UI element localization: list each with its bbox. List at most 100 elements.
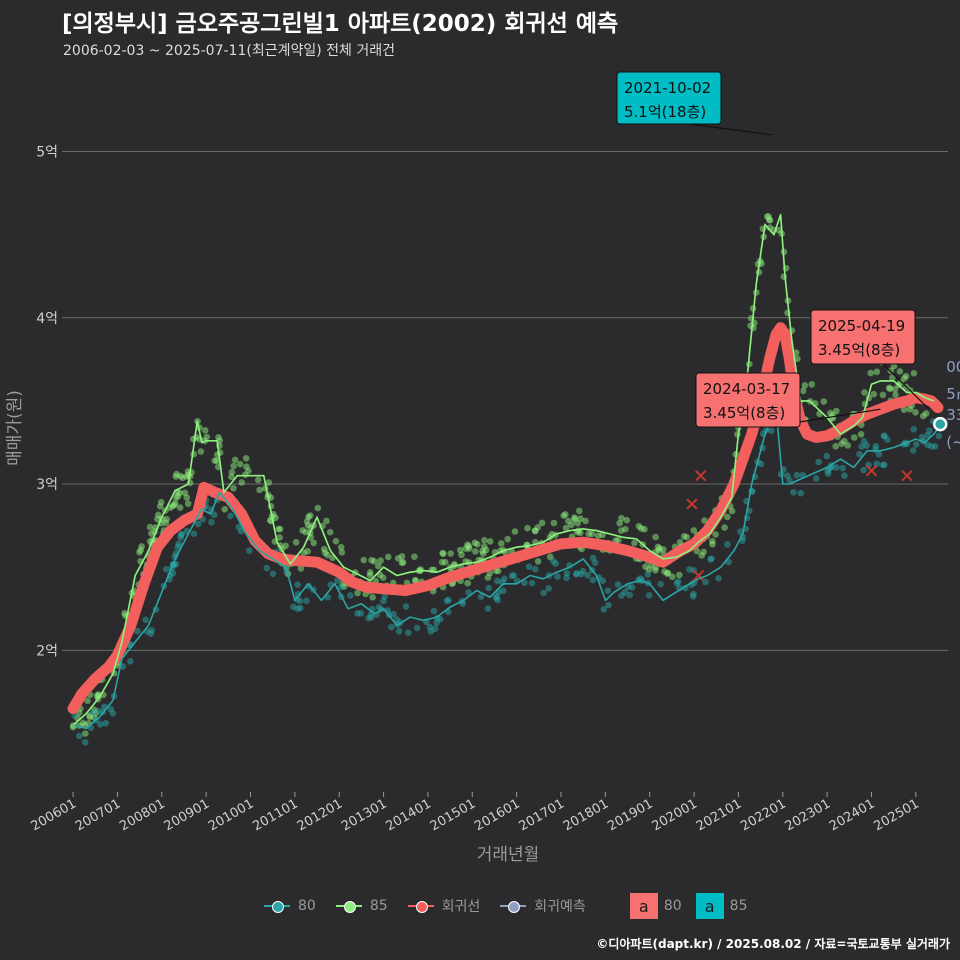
scatter-point [210, 511, 218, 519]
scatter-point [824, 467, 831, 475]
cancelled-marker [901, 470, 913, 482]
scatter-point [563, 570, 571, 577]
scatter-point [337, 543, 345, 551]
x-tick-label: 201301 [339, 796, 389, 834]
legend-item-80: 80 [262, 896, 316, 916]
scatter-point [297, 565, 305, 572]
scatter-point [540, 589, 547, 597]
forecast-value: 33,575 [946, 406, 960, 424]
scatter-point [413, 624, 421, 632]
x-tick-label: 200901 [162, 796, 212, 834]
scatter-point [157, 498, 165, 506]
cancelled-marker [865, 465, 878, 477]
scatter-point [931, 443, 939, 450]
scatter-point [427, 628, 435, 635]
scatter-point [272, 514, 279, 522]
scatter-point [850, 434, 858, 441]
scatter-point [654, 543, 662, 551]
scatter-point [879, 391, 887, 399]
scatter-point [305, 513, 312, 521]
scatter-point [676, 538, 684, 546]
scatter-point [657, 580, 665, 588]
legend: 80 85 회귀선 회귀예측 a 80 a 85 [262, 893, 761, 919]
scatter-point [148, 530, 155, 537]
x-tick-label: 201401 [383, 796, 433, 834]
scatter-point [370, 557, 378, 565]
scatter-point [254, 476, 262, 484]
scatter-point [860, 466, 867, 474]
scatter-point [465, 542, 472, 550]
scatter-point [242, 454, 250, 462]
legend-item-forecast: 회귀예측 [498, 896, 586, 916]
scatter-point [304, 522, 312, 529]
scatter-point [642, 563, 649, 570]
scatter-point [465, 589, 472, 596]
x-tick-label: 201701 [517, 796, 567, 834]
scatter-point [290, 603, 297, 611]
scatter-point [163, 565, 170, 573]
scatter-point [794, 355, 801, 363]
scatter-point [888, 374, 896, 381]
scatter-point [176, 504, 184, 511]
scatter-point [172, 494, 180, 501]
scatter-point [801, 382, 809, 389]
scatter-point [844, 442, 852, 449]
scatter-point [880, 461, 888, 469]
scatter-point [127, 658, 134, 665]
scatter-point [919, 412, 927, 420]
scatter-point [208, 518, 215, 526]
legend-box-80: a [629, 893, 658, 919]
scatter-point [872, 442, 880, 450]
y-tick-label: 2억 [36, 643, 58, 659]
scatter-point [897, 379, 904, 386]
annotation-value: 5.1억(18층) [624, 103, 706, 121]
scatter-point [438, 558, 446, 566]
scatter-point [213, 457, 221, 464]
scatter-point [571, 514, 578, 521]
x-tick-label: 202001 [650, 796, 700, 834]
scatter-point [190, 530, 198, 537]
scatter-point [724, 513, 731, 521]
scatter-point [709, 537, 716, 545]
scatter-point [702, 578, 709, 586]
scatter-point [857, 430, 865, 438]
scatter-point [81, 730, 89, 737]
scatter-point [896, 368, 904, 375]
scatter-point [398, 559, 406, 567]
scatter-point [236, 460, 244, 468]
scatter-point [626, 591, 633, 599]
x-tick-label: 202101 [694, 796, 744, 834]
scatter-point [768, 427, 775, 435]
scatter-point [347, 592, 354, 599]
scatter-point [652, 533, 659, 541]
scatter-point [615, 536, 622, 544]
scatter-point [508, 572, 516, 580]
legend-item-regression: 회귀선 [406, 896, 480, 916]
scatter-point [867, 369, 874, 377]
scatter-point [780, 273, 788, 280]
scatter-point [134, 627, 141, 635]
scatter-point [585, 530, 593, 538]
scatter-point [891, 385, 899, 393]
scatter-point [873, 460, 881, 468]
scatter-point [707, 556, 714, 563]
scatter-point [664, 570, 671, 577]
scatter-point [337, 583, 345, 591]
scatter-point [203, 433, 211, 441]
scatter-point [354, 589, 361, 597]
annotation-date: 2021-10-02 [624, 79, 711, 97]
scatter-point [245, 467, 252, 475]
scatter-point [631, 539, 638, 547]
scatter-point [138, 543, 145, 550]
scatter-point [623, 516, 631, 524]
scatter-point [856, 450, 863, 458]
series-line-regression [67, 322, 944, 714]
scatter-point [171, 499, 179, 507]
scatter-point [572, 571, 580, 578]
scatter-point [294, 581, 302, 588]
scatter-point [221, 506, 229, 513]
cancelled-marker [686, 498, 698, 510]
scatter-point [334, 577, 341, 584]
scatter-point [195, 520, 202, 528]
